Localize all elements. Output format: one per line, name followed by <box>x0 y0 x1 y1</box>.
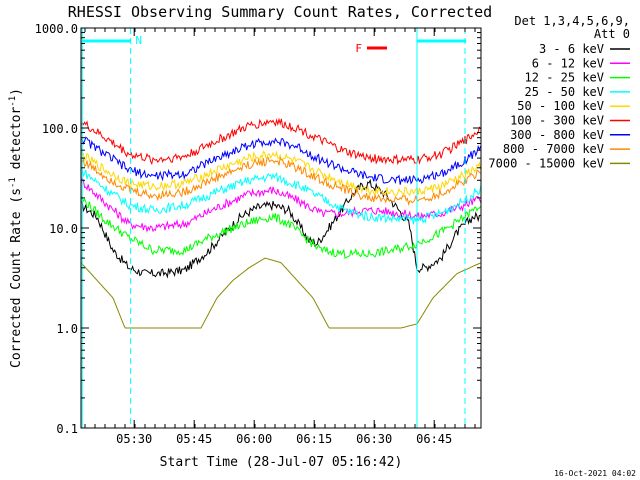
legend-entry-label: 100 - 300 keV <box>510 114 604 128</box>
legend-entry-label: 300 - 800 keV <box>510 128 604 142</box>
legend-entry-label: 25 - 50 keV <box>525 85 604 99</box>
legend-entry-label: 7000 - 15000 keV <box>488 156 604 170</box>
night-label: N <box>135 34 142 47</box>
legend-entry-label: 50 - 100 keV <box>517 99 604 113</box>
legend-entry-label: 800 - 7000 keV <box>503 142 604 156</box>
y-tick-label: 1000.0 <box>35 22 78 36</box>
legend-entry-label: 3 - 6 keV <box>539 42 604 56</box>
legend-entry-label: 12 - 25 keV <box>525 71 604 85</box>
series-line-1 <box>81 177 481 234</box>
y-axis-label: Corrected Count Rate (s-1 detector-1) <box>8 88 24 368</box>
flare-label: F <box>355 42 362 55</box>
x-axis: 05:30 05:45 06:00 06:15 06:30 06:45 <box>84 28 476 446</box>
series-line-8 <box>81 257 481 329</box>
footer-date: 16-Oct-2021 04:02 <box>554 469 636 478</box>
chart-title: RHESSI Observing Summary Count Rates, Co… <box>68 3 492 21</box>
legend-header-line-2: Att 0 <box>594 27 630 41</box>
series-line-3 <box>81 168 481 225</box>
x-tick-label: 06:30 <box>356 432 392 446</box>
series-line-0 <box>81 178 481 279</box>
x-tick-label: 05:30 <box>116 432 152 446</box>
series-line-7 <box>81 156 481 207</box>
y-tick-label: 1.0 <box>56 322 78 336</box>
series-line-2 <box>81 195 481 260</box>
legend-entry-label: 6 - 12 keV <box>532 56 604 70</box>
series-line-5 <box>81 117 481 166</box>
y-tick-label: 0.1 <box>56 422 78 436</box>
series-line-6 <box>81 136 481 185</box>
x-axis-label: Start Time (28-Jul-07 05:16:42) <box>160 455 403 470</box>
y-axis: 1000.0 100.0 10.0 1.0 0.1 <box>35 22 481 436</box>
legend-header-line-1: Det 1,3,4,5,6,9, <box>514 14 630 28</box>
x-tick-label: 06:45 <box>416 432 452 446</box>
y-tick-label: 100.0 <box>42 122 78 136</box>
x-tick-label: 06:00 <box>236 432 272 446</box>
x-tick-label: 05:45 <box>176 432 212 446</box>
y-tick-label: 10.0 <box>49 222 78 236</box>
x-tick-label: 06:15 <box>296 432 332 446</box>
